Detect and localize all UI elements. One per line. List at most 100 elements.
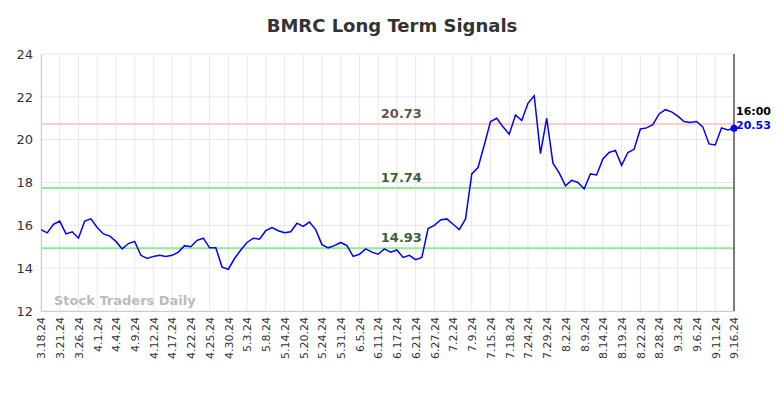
tick: 4.12.24: [148, 311, 161, 359]
tick-label: 7.18.24: [504, 317, 517, 359]
tick-label: 5.3.24: [241, 317, 254, 352]
grid-line: [471, 54, 472, 311]
tick-label: 7.9.24: [466, 317, 479, 352]
grid-line: [490, 54, 491, 311]
signal-line: [41, 187, 734, 189]
tick-label: 6.21.24: [410, 317, 423, 359]
tick: 4.22.24: [185, 311, 198, 359]
grid-line: [228, 54, 229, 311]
tick: 8.14.24: [597, 311, 610, 359]
grid-line: [190, 54, 191, 311]
tick-label: 3.21.24: [54, 317, 67, 359]
tick-label: 4.9.24: [129, 317, 142, 352]
signal-label: 14.93: [381, 230, 422, 245]
tick: 6.11.24: [372, 311, 385, 359]
tick-label: 7.29.24: [541, 317, 554, 359]
signal-label: 17.74: [381, 170, 422, 185]
tick: 8.28.24: [653, 311, 666, 359]
tick: 20: [16, 132, 41, 147]
tick: 5.8.24: [260, 311, 273, 352]
grid-line: [565, 54, 566, 311]
y-axis: 12141618202224: [16, 47, 41, 319]
tick: 7.9.24: [466, 311, 479, 352]
grid-line: [340, 54, 341, 311]
plot-area: [41, 96, 734, 269]
grid: [41, 54, 734, 311]
tick: 6.27.24: [429, 311, 442, 359]
last-value: 20.53: [736, 119, 771, 132]
grid-line: [527, 54, 528, 311]
grid-line: [41, 96, 734, 97]
tick: 5.14.24: [279, 311, 292, 359]
tick: 9.16.24: [728, 311, 741, 359]
tick-label: 5.14.24: [279, 317, 292, 359]
tick-label: 8.22.24: [635, 317, 648, 359]
tick-label: 4.4.24: [110, 317, 123, 352]
tick-label: 4.17.24: [166, 317, 179, 359]
grid-line: [41, 311, 734, 312]
grid-line: [584, 54, 585, 311]
tick: 5.20.24: [298, 311, 311, 359]
tick-label: 9.6.24: [691, 317, 704, 352]
tick-label: 9.3.24: [672, 317, 685, 352]
tick: 8.2.24: [560, 311, 573, 352]
grid-line: [734, 54, 735, 311]
tick: 7.24.24: [522, 311, 535, 359]
tick-label: 4.12.24: [148, 317, 161, 359]
tick: 24: [16, 47, 41, 62]
tick: 6.5.24: [354, 311, 367, 352]
tick-label: 9.11.24: [710, 317, 723, 359]
grid-line: [546, 54, 547, 311]
axis-line: [42, 311, 735, 312]
tick-label: 6.5.24: [354, 317, 367, 352]
end-line: [733, 54, 735, 311]
tick: 7.29.24: [541, 311, 554, 359]
tick: 5.3.24: [241, 311, 254, 352]
tick-label: 6.17.24: [391, 317, 404, 359]
signal-label: 20.73: [381, 106, 422, 121]
tick-label: 8.28.24: [653, 317, 666, 359]
grid-line: [78, 54, 79, 311]
tick: 8.9.24: [579, 311, 592, 352]
tick: 3.18.24: [35, 311, 48, 359]
grid-line: [172, 54, 173, 311]
tick-label: 4.25.24: [204, 317, 217, 359]
tick-label: 8.2.24: [560, 317, 573, 352]
tick: 16: [16, 218, 41, 233]
tick: 7.2.24: [447, 311, 460, 352]
grid-line: [41, 225, 734, 226]
grid-line: [659, 54, 660, 311]
tick: 14: [16, 261, 41, 276]
grid-line: [41, 268, 734, 269]
grid-line: [640, 54, 641, 311]
time-label: 16:00: [736, 105, 771, 118]
tick: 12: [16, 304, 41, 319]
grid-line: [378, 54, 379, 311]
tick: 4.4.24: [110, 311, 123, 352]
tick-label: 3.18.24: [35, 317, 48, 359]
grid-line: [153, 54, 154, 311]
chart: BMRC Long Term Signals121416182022243.18…: [0, 0, 784, 398]
tick-label: 8.19.24: [616, 317, 629, 359]
tick-label: 7.15.24: [485, 317, 498, 359]
tick: 5.31.24: [335, 311, 348, 359]
tick-label: 5.8.24: [260, 317, 273, 352]
signal-line: [41, 123, 734, 125]
tick-label: 12: [16, 304, 33, 319]
grid-line: [715, 54, 716, 311]
price-line: [41, 96, 734, 269]
tick-label: 9.16.24: [728, 317, 741, 359]
tick: 4.25.24: [204, 311, 217, 359]
tick-label: 8.14.24: [597, 317, 610, 359]
tick: 9.11.24: [710, 311, 723, 359]
tick-label: 5.20.24: [298, 317, 311, 359]
tick: 9.6.24: [691, 311, 704, 352]
grid-line: [509, 54, 510, 311]
grid-line: [247, 54, 248, 311]
tick-label: 4.30.24: [223, 317, 236, 359]
tick-label: 6.11.24: [372, 317, 385, 359]
tick-label: 5.24.24: [316, 317, 329, 359]
grid-line: [41, 54, 734, 55]
grid-line: [97, 54, 98, 311]
grid-line: [696, 54, 697, 311]
